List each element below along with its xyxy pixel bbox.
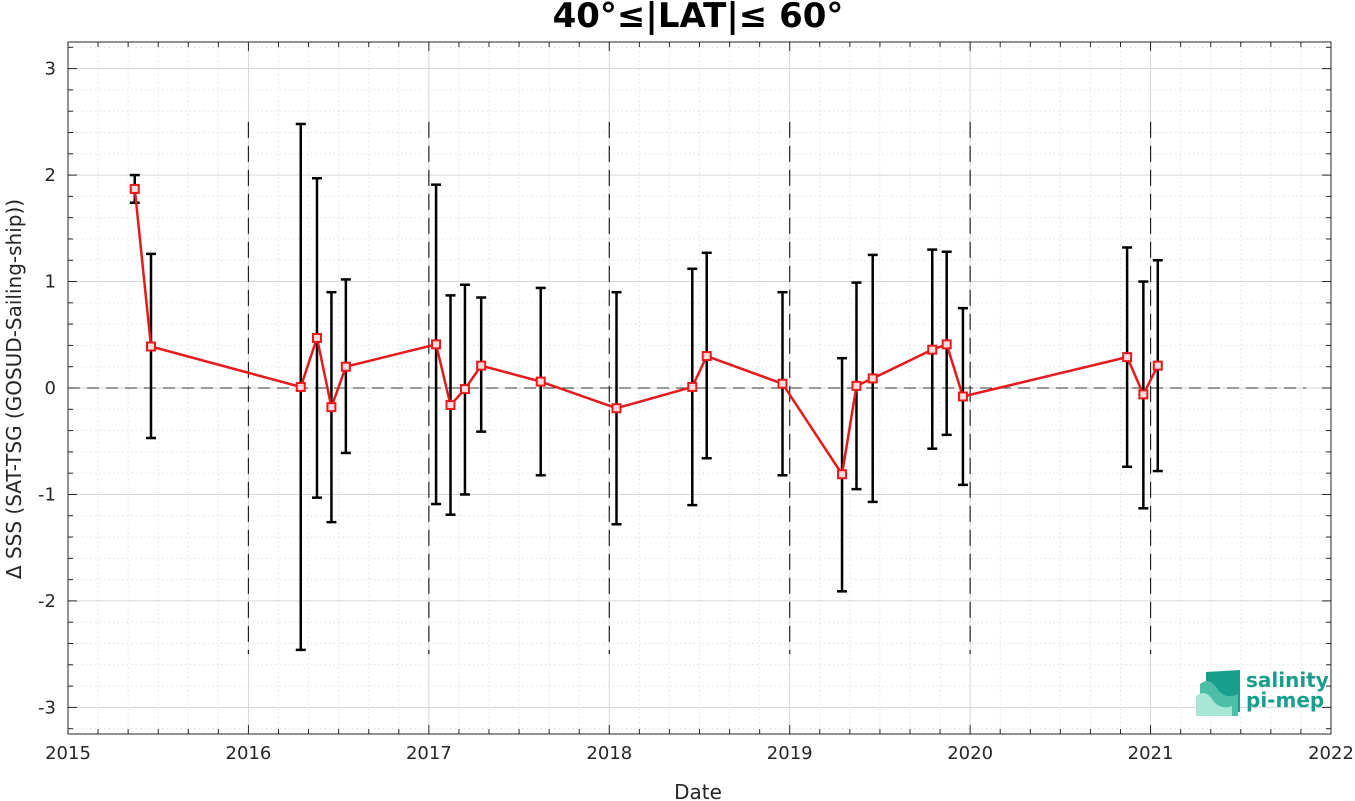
data-point (476, 360, 487, 371)
x-tick-label: 2017 (406, 743, 452, 764)
y-tick-labels: -3 -2 -1 0 1 2 3 (38, 59, 56, 719)
data-point (340, 361, 351, 372)
minor-grid (68, 42, 1331, 734)
y-tick-label: -3 (38, 697, 56, 718)
data-point (295, 381, 306, 392)
y-axis-label: Δ SSS (SAT-TSG (GOSUD-Sailing-ship)) (2, 199, 26, 579)
data-point (837, 469, 848, 480)
x-tick-label: 2016 (226, 743, 272, 764)
wave-logo-icon (1196, 670, 1240, 716)
data-point (145, 341, 156, 352)
data-point (777, 378, 788, 389)
x-tick-label: 2022 (1308, 743, 1354, 764)
x-axis-label: Date (674, 780, 722, 801)
data-point (701, 351, 712, 362)
data-point (941, 339, 952, 350)
x-tick-label: 2015 (45, 743, 91, 764)
y-tick-label: -2 (38, 591, 56, 612)
data-point (687, 381, 698, 392)
y-tick-label: 2 (45, 165, 56, 186)
axis-ticks (67, 42, 1332, 734)
data-point (445, 400, 456, 411)
x-tick-label: 2019 (767, 743, 813, 764)
logo-line2: pi-mep (1246, 688, 1324, 712)
data-point (326, 402, 337, 413)
data-markers (129, 183, 1163, 480)
x-tick-labels: 2015 2016 2017 2018 2019 2020 2021 2022 (45, 743, 1354, 764)
data-point (1122, 352, 1133, 363)
data-point (1152, 360, 1163, 371)
data-point (867, 373, 878, 384)
data-point (927, 344, 938, 355)
data-point (431, 339, 442, 350)
y-tick-label: -1 (38, 484, 56, 505)
y-tick-label: 0 (45, 378, 56, 399)
data-point (311, 332, 322, 343)
series-line (133, 188, 1159, 478)
chart-title: 40°≤|LAT|≤ 60° (553, 0, 844, 36)
data-point (957, 391, 968, 402)
data-point (851, 380, 862, 391)
salinity-pi-mep-logo: salinity pi-mep (1196, 668, 1329, 716)
data-point (129, 183, 140, 194)
data-point (611, 403, 622, 414)
logo-line1: salinity (1246, 668, 1329, 692)
y-tick-label: 3 (45, 59, 56, 80)
x-tick-label: 2020 (947, 743, 993, 764)
data-point (459, 384, 470, 395)
data-point (535, 376, 546, 387)
y-tick-label: 1 (45, 272, 56, 293)
x-tick-label: 2018 (586, 743, 632, 764)
data-point (1138, 389, 1149, 400)
x-tick-label: 2021 (1128, 743, 1174, 764)
